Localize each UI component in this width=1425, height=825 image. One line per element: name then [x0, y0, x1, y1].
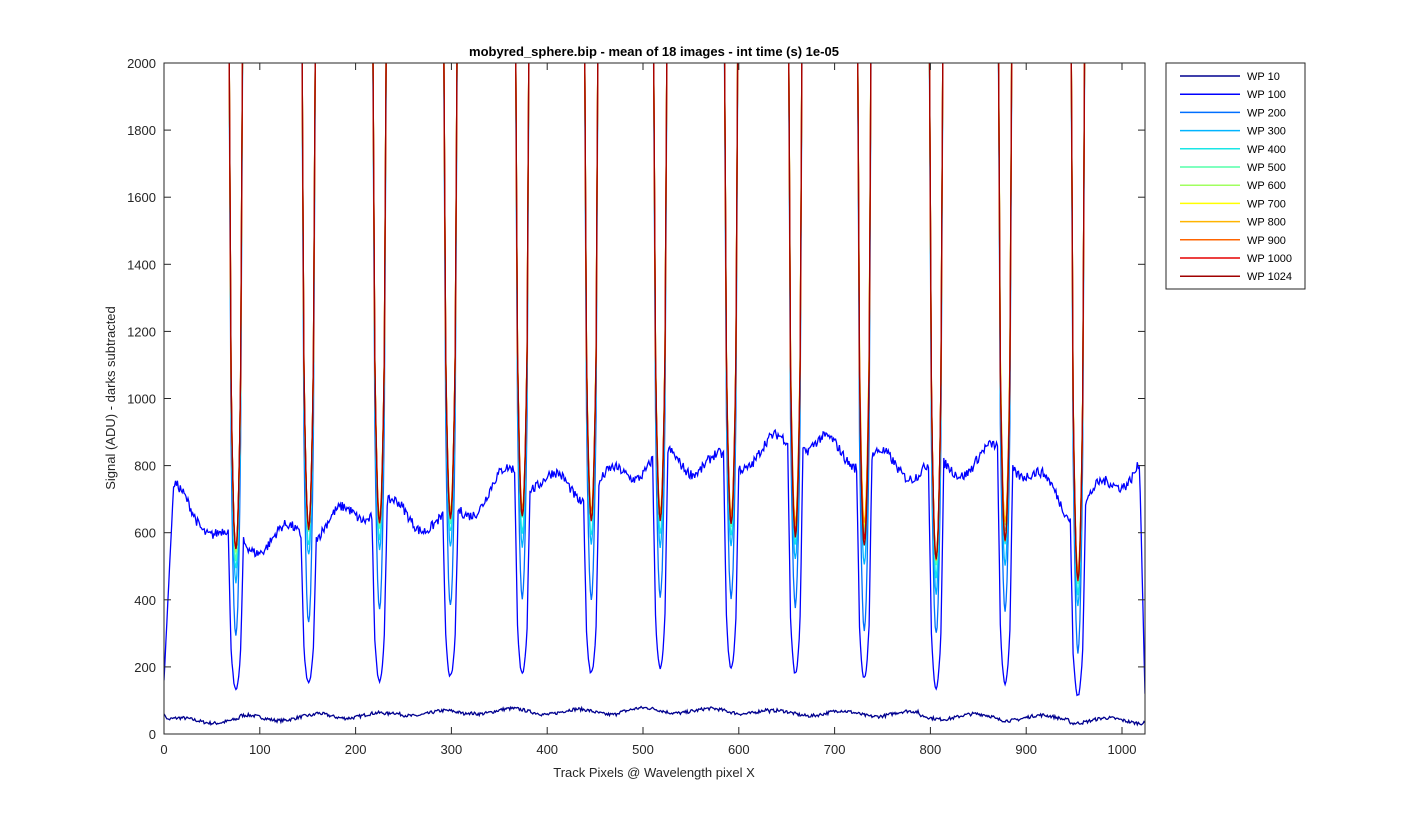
- y-axis-label: Signal (ADU) - darks subtracted: [103, 306, 118, 490]
- x-tick-label: 200: [345, 742, 367, 757]
- chart-title: mobyred_sphere.bip - mean of 18 images -…: [469, 44, 839, 59]
- legend-entry: WP 300: [1247, 126, 1286, 138]
- x-tick-label: 0: [160, 742, 167, 757]
- legend-entry: WP 800: [1247, 217, 1286, 229]
- x-tick-label: 600: [728, 742, 750, 757]
- x-axis-label: Track Pixels @ Wavelength pixel X: [553, 765, 755, 780]
- y-tick-label: 1000: [127, 392, 156, 407]
- y-tick-label: 1800: [127, 123, 156, 138]
- y-tick-label: 800: [134, 459, 156, 474]
- series-group: [164, 63, 1145, 727]
- y-tick-label: 1200: [127, 324, 156, 339]
- plot-area: [163, 62, 1146, 735]
- y-tick-label: 400: [134, 593, 156, 608]
- legend-entry: WP 200: [1247, 107, 1286, 119]
- legend: WP 10 WP 100 WP 200 WP 300 WP 400 WP 500 WP 60…: [1165, 62, 1306, 290]
- legend-entry: WP 500: [1247, 162, 1286, 174]
- series-line-wp-1024: [228, 63, 1086, 579]
- legend-entry: WP 100: [1247, 89, 1286, 101]
- x-tick-label: 1000: [1108, 742, 1137, 757]
- series-line-wp-10: [164, 705, 1145, 727]
- x-tick-label: 800: [920, 742, 942, 757]
- legend-entry: WP 900: [1247, 235, 1286, 247]
- y-tick-label: 600: [134, 526, 156, 541]
- legend-entry: WP 1024: [1247, 271, 1292, 283]
- y-tick-label: 1400: [127, 257, 156, 272]
- y-tick-label: 1600: [127, 190, 156, 205]
- x-axis: 0 100 200 300 400 500 600 700 800 900 1000: [160, 63, 1136, 757]
- y-tick-label: 200: [134, 660, 156, 675]
- y-tick-label: 2000: [127, 56, 156, 71]
- x-tick-label: 500: [632, 742, 654, 757]
- x-tick-label: 700: [824, 742, 846, 757]
- x-tick-label: 900: [1015, 742, 1037, 757]
- series-line-wp-100: [164, 428, 1145, 697]
- legend-entry: WP 700: [1247, 198, 1286, 210]
- y-tick-label: 0: [149, 727, 156, 742]
- y-axis: 0 200 400 600 800 1000 1200 1400 1600 1800 2000: [127, 56, 1145, 742]
- legend-box: [1165, 62, 1306, 290]
- x-tick-label: 300: [441, 742, 463, 757]
- x-tick-label: 400: [536, 742, 558, 757]
- legend-entry: WP 1000: [1247, 253, 1292, 265]
- x-tick-label: 100: [249, 742, 271, 757]
- legend-entry: WP 10: [1247, 71, 1280, 83]
- legend-entry: WP 400: [1247, 144, 1286, 156]
- legend-entry: WP 600: [1247, 180, 1286, 192]
